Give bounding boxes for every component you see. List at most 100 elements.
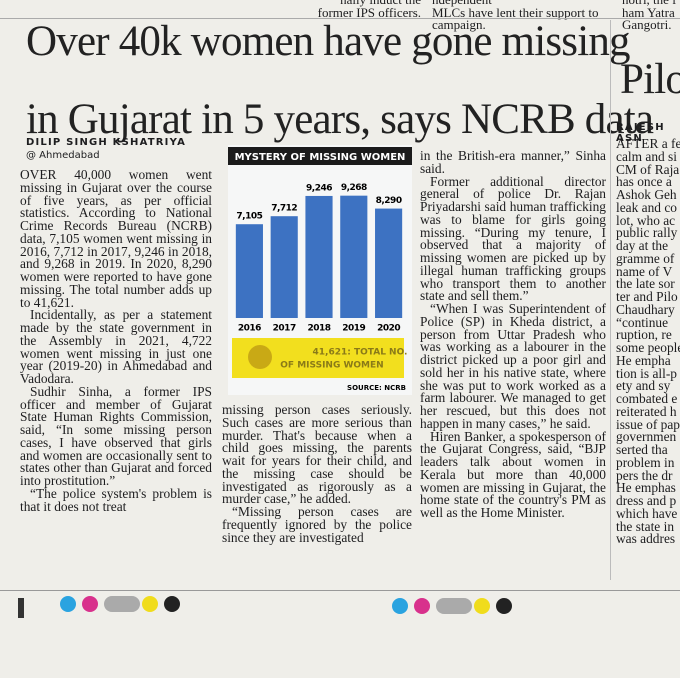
dot (104, 596, 140, 612)
dot (436, 598, 472, 614)
side-line: ruption, re (616, 327, 672, 343)
dot (164, 596, 180, 612)
title-bar (228, 147, 412, 165)
annotation: 41,621: TOTAL NO. (313, 348, 408, 358)
side-line: has once a (616, 174, 672, 190)
paragraph: “Missing person cases are frequently ign… (222, 504, 412, 545)
side-line: gramme of (616, 250, 675, 266)
bar (340, 195, 368, 318)
paragraph: “The police system's problem is that it … (20, 485, 212, 514)
chart: MYSTERY OF MISSING WOMEN 41,621: TOTAL N… (228, 145, 412, 395)
value-label: 9,246 (306, 183, 332, 193)
snippet-line: Gangotri. (622, 17, 672, 32)
snippet-line: former IPS officers. (317, 4, 421, 20)
side-line: serted tha (616, 442, 668, 457)
side-column: AFTER a fe calm and si CM of Raja has once … (616, 138, 680, 583)
snippet-line: MLCs have lent their support to (432, 4, 599, 20)
snippet-line: campaign. (432, 17, 486, 32)
side-line: dress and p (616, 493, 677, 508)
side-line: public rally (616, 225, 678, 241)
paragraph: “When I was Superintendent of Police (SP… (420, 301, 606, 431)
headline: in Gujarat in 5 years, says NCRB data (26, 96, 654, 143)
side-line: leak and co (616, 199, 677, 215)
dot (392, 598, 408, 614)
side-line: AFTER a fe (616, 138, 680, 151)
dot (60, 596, 76, 612)
side-line: He empha (616, 352, 671, 368)
source: SOURCE: NCRB (347, 384, 406, 392)
registration-marks (18, 596, 512, 618)
divider (610, 20, 611, 580)
side-line: the late sor (616, 276, 675, 292)
side-line: reiterated h (616, 403, 677, 419)
side-line: issue of pap (616, 416, 680, 432)
paragraph: Sudhir Sinha, a former IPS officer and m… (20, 383, 212, 488)
paragraph: Incidentally, as per a statement made by… (20, 307, 212, 386)
mark (18, 598, 24, 618)
icon (248, 345, 272, 369)
side-line: CM of Raja (616, 161, 680, 177)
side-headline: Pilo (620, 56, 680, 103)
x-tick-label: 2018 (307, 324, 330, 334)
side-line: some people (616, 340, 680, 355)
x-tick-label: 2016 (238, 324, 261, 334)
x-tick-label: 2020 (377, 324, 400, 334)
value-label: 9,268 (341, 183, 367, 193)
side-line: pers the dr (616, 467, 673, 483)
annotation: OF MISSING WOMEN (280, 361, 383, 371)
side-line: problem in (616, 454, 675, 470)
side-line: “continue (616, 314, 669, 330)
paragraph: missing person cases seriously. Such cas… (222, 404, 412, 507)
column: OVER 40,000 women went missing in Gujara… (20, 169, 212, 581)
side-line: which have (616, 505, 678, 521)
side-line: Chaudhary (616, 301, 675, 317)
side-line: day at the (616, 238, 669, 253)
side-line: ter and Pilo (616, 289, 678, 304)
side-byline: RAJESH ASN (616, 122, 665, 144)
snippet-line: notri, the f (622, 0, 680, 7)
value-label: 7,712 (271, 204, 297, 214)
paragraph: Former additional director general of po… (420, 173, 606, 304)
snippet-line: ham Yatra (622, 4, 675, 20)
side-line: ety and sy (616, 378, 671, 394)
paragraph: Hiren Banker, a spokesperson of the Guja… (420, 428, 606, 520)
snippet: ndependentMLCs have lent their support t… (432, 0, 617, 32)
side-line: Ashok Geh (616, 187, 677, 202)
side-line: He emphas (616, 480, 676, 496)
side-line: tion is all-p (616, 365, 677, 381)
dot (496, 598, 512, 614)
side-line: lot, who ac (616, 212, 676, 228)
side-line: was addres (616, 531, 676, 547)
value-label: 7,105 (236, 212, 262, 222)
snippet-line: ndependent (432, 0, 617, 7)
side-line: combated e (616, 391, 678, 406)
column: missing person cases seriously. Such cas… (222, 404, 412, 580)
headline: Over 40k women have gone missing (26, 18, 631, 65)
side-line: governmen (616, 429, 677, 445)
paragraph: in the British-era manner,” Sinha said. (420, 150, 606, 176)
dot (142, 596, 158, 612)
side-line: name of V (616, 263, 673, 279)
paragraph: OVER 40,000 women went missing in Gujara… (20, 169, 212, 310)
snippet: nally induct theformer IPS officers. (236, 0, 421, 19)
bar (375, 208, 403, 318)
dot (474, 598, 490, 614)
column: in the British-era manner,” Sinha said. F… (420, 150, 606, 580)
rule (0, 590, 680, 591)
dot (82, 596, 98, 612)
side-line: the state in (616, 518, 675, 534)
snippet-line: nally induct the (236, 0, 421, 7)
value-label: 8,290 (376, 196, 402, 206)
bar (305, 195, 333, 318)
rule (0, 18, 680, 19)
byline: DILIP SINGH KSHATRIYA (26, 137, 187, 148)
dot (414, 598, 430, 614)
location: @ Ahmedabad (26, 150, 100, 161)
x-tick-label: 2019 (342, 324, 365, 334)
bar (235, 224, 263, 318)
x-tick-label: 2017 (273, 324, 296, 334)
bar (270, 216, 298, 318)
chart-title: MYSTERY OF MISSING WOMEN (235, 152, 406, 163)
